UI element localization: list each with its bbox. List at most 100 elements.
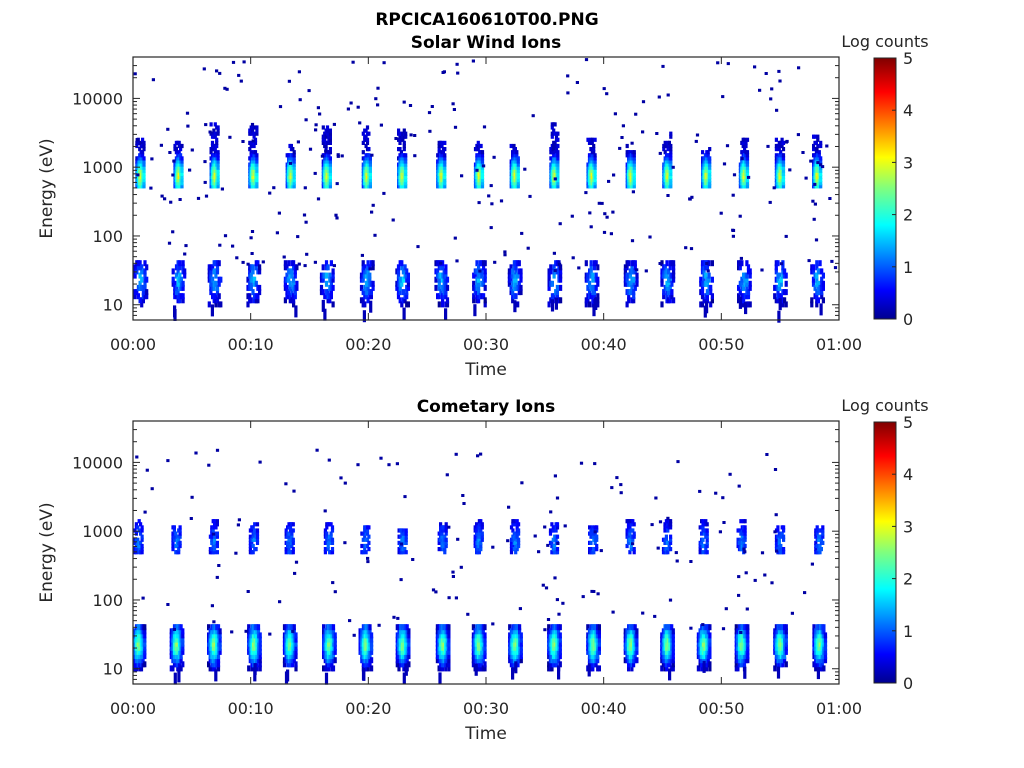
data-cell: [138, 661, 142, 668]
data-cell: [773, 530, 777, 534]
data-cell: [480, 184, 485, 189]
data-cell: [292, 636, 296, 643]
data-cell: [435, 640, 439, 647]
data-cell: [517, 284, 521, 291]
data-cell: [328, 648, 332, 655]
data-cell: [397, 547, 401, 552]
data-cell: [213, 134, 217, 139]
data-cell: [778, 298, 782, 311]
data-cell: [215, 550, 219, 555]
y-axis-label: Energy (eV): [37, 138, 57, 238]
data-cell: [698, 550, 702, 555]
data-cell: [293, 289, 297, 296]
data-cell: [736, 653, 740, 660]
data-cell: [136, 173, 140, 177]
data-cell: [292, 153, 296, 158]
data-cell: [405, 640, 409, 647]
data-cell: [543, 525, 547, 529]
data-cell: [447, 644, 451, 651]
data-cell: [213, 537, 217, 542]
data-cell: [134, 636, 139, 643]
data-cell: [252, 628, 256, 635]
data-cell: [368, 162, 372, 167]
data-cell: [480, 150, 485, 155]
data-cell: [823, 632, 828, 639]
data-cell: [141, 596, 145, 600]
data-cell: [781, 165, 786, 170]
data-cell: [815, 648, 819, 655]
data-cell: [635, 636, 639, 643]
data-cell: [775, 108, 779, 112]
data-cell: [489, 226, 493, 230]
data-cell: [249, 143, 253, 149]
data-cell: [326, 543, 330, 549]
data-cell: [708, 644, 712, 651]
data-cell: [592, 284, 597, 291]
data-cell: [293, 293, 297, 300]
data-cell: [516, 184, 520, 189]
data-cell: [330, 528, 335, 533]
colorbar-tick-label: 0: [903, 310, 913, 329]
data-cell: [705, 665, 709, 672]
data-cell: [150, 157, 154, 161]
data-cell: [557, 640, 561, 647]
data-cell: [784, 234, 788, 238]
data-cell: [441, 528, 445, 533]
data-cell: [253, 293, 257, 300]
data-cell: [314, 123, 318, 127]
data-cell: [547, 268, 551, 275]
data-cell: [739, 636, 743, 643]
data-cell: [141, 636, 145, 643]
data-cell: [369, 260, 373, 267]
data-cell: [517, 531, 521, 536]
data-cell: [324, 280, 329, 287]
data-cell: [778, 636, 782, 643]
data-cell: [589, 547, 593, 552]
data-cell: [738, 296, 742, 309]
data-cell: [292, 297, 296, 304]
data-cell: [208, 632, 212, 639]
data-cell: [439, 648, 443, 655]
data-cell: [814, 628, 818, 635]
data-cell: [364, 143, 368, 149]
data-cell: [597, 628, 601, 635]
data-cell: [815, 640, 819, 647]
data-cell: [742, 636, 747, 643]
data-cell: [363, 272, 367, 279]
data-cell: [211, 648, 216, 655]
data-cell: [669, 150, 673, 155]
data-cell: [596, 264, 600, 271]
data-cell: [708, 653, 712, 660]
data-cell: [395, 640, 399, 647]
data-cell: [671, 644, 675, 651]
data-cell: [596, 648, 600, 655]
data-cell: [366, 648, 370, 655]
data-cell: [627, 648, 631, 655]
data-cell: [461, 494, 465, 497]
data-cell: [552, 661, 556, 668]
data-cell: [366, 280, 370, 287]
data-cell: [513, 628, 517, 635]
data-cell: [746, 648, 750, 655]
data-cell: [370, 648, 374, 655]
data-cell: [135, 268, 139, 275]
data-cell: [819, 174, 823, 180]
data-cell: [547, 632, 551, 639]
data-cell: [814, 657, 818, 664]
data-cell: [633, 264, 637, 271]
data-cell: [739, 256, 743, 260]
data-cell: [732, 173, 737, 177]
data-cell: [669, 525, 673, 530]
data-cell: [215, 540, 219, 545]
data-cell: [145, 468, 149, 472]
data-cell: [493, 260, 497, 264]
data-cell: [207, 272, 211, 279]
data-cell: [181, 661, 185, 668]
data-cell: [366, 644, 370, 651]
data-cell: [180, 162, 184, 167]
data-cell: [214, 301, 218, 308]
data-cell: [661, 657, 665, 664]
data-cell: [249, 297, 253, 304]
data-cell: [602, 87, 606, 91]
data-cell: [361, 150, 365, 155]
